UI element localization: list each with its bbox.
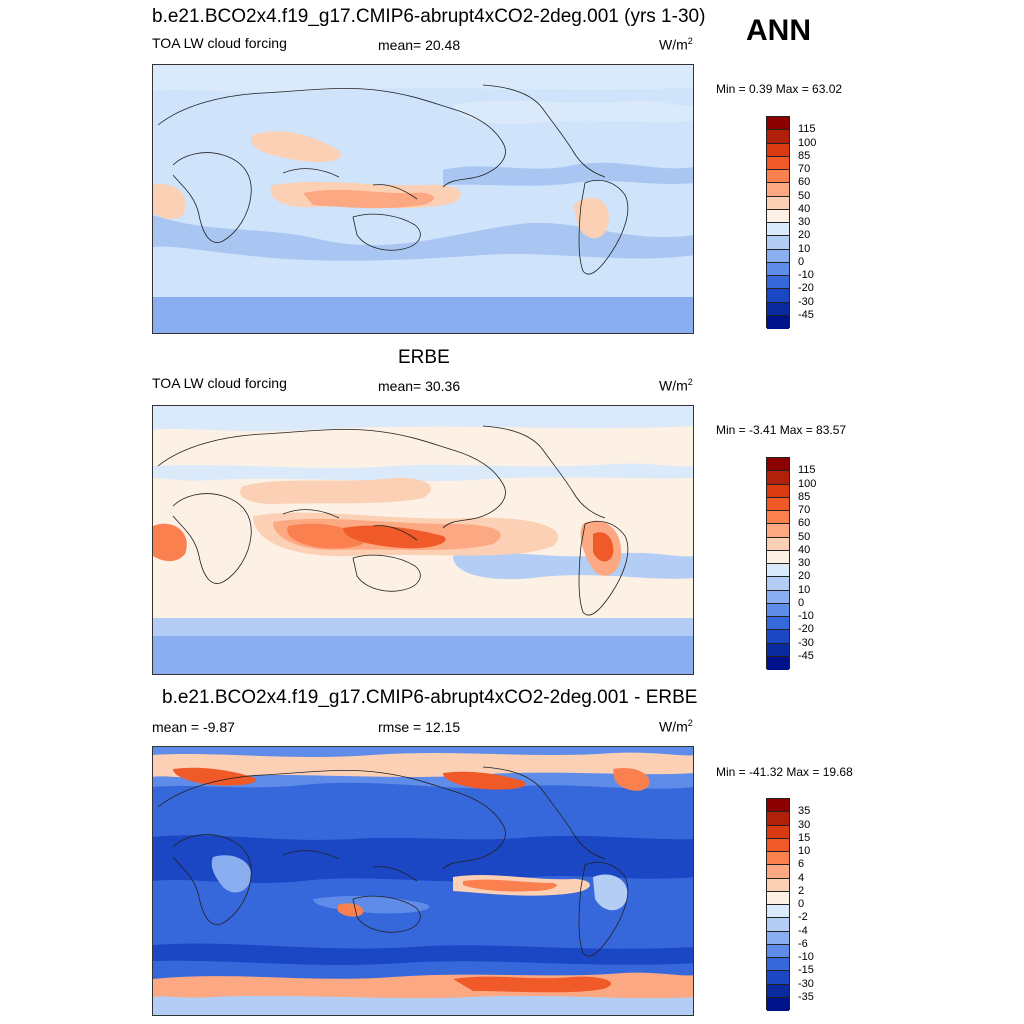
- panel-1-variable-label: TOA LW cloud forcing: [152, 35, 287, 51]
- panel-2-variable-label: TOA LW cloud forcing: [152, 375, 287, 391]
- colorbar-tick: -20: [798, 623, 814, 636]
- panel-3-units: W/m2: [659, 718, 693, 735]
- colorbar-tick: 0: [798, 596, 805, 609]
- colorbar-tick: 60: [798, 517, 811, 530]
- colorbar-tick: 50: [798, 189, 811, 202]
- panel-1-units: W/m2: [659, 36, 693, 53]
- colorbar-tick: 4: [798, 871, 805, 884]
- colorbar-tick: 100: [798, 477, 817, 490]
- panel-3-mean-label: mean = -9.87: [152, 719, 235, 735]
- colorbar-tick: -10: [798, 951, 814, 963]
- panel-3-map: [152, 746, 694, 1016]
- colorbar-tick: -10: [798, 269, 814, 281]
- colorbar-tick: -45: [798, 308, 814, 321]
- colorbar-tick: 85: [798, 149, 811, 162]
- panel-1-colorbar: [766, 116, 790, 329]
- colorbar-tick: 2: [798, 884, 805, 897]
- colorbar-tick: -30: [798, 977, 814, 990]
- colorbar-tick: 30: [798, 216, 811, 228]
- colorbar-tick: -6: [798, 937, 808, 950]
- colorbar-tick: 10: [798, 242, 811, 255]
- panel-2-colorbar: [766, 457, 790, 670]
- panel-1-title: b.e21.BCO2x4.f19_g17.CMIP6-abrupt4xCO2-2…: [152, 6, 706, 27]
- season-label: ANN: [746, 14, 811, 47]
- colorbar-tick: 0: [798, 898, 805, 910]
- colorbar-tick: 0: [798, 255, 805, 268]
- colorbar-tick: 30: [798, 818, 811, 831]
- colorbar-tick: 40: [798, 202, 811, 215]
- colorbar-tick: -45: [798, 649, 814, 662]
- panel-3-rmse-label: rmse = 12.15: [378, 719, 461, 735]
- colorbar-tick: 70: [798, 163, 811, 175]
- colorbar-tick: -2: [798, 911, 808, 924]
- colorbar-tick: 115: [798, 464, 816, 477]
- colorbar-tick: 115: [798, 123, 816, 136]
- panel-2-map: [152, 405, 694, 675]
- colorbar-tick: -30: [798, 636, 814, 649]
- colorbar-tick: 85: [798, 490, 811, 503]
- colorbar-tick: 15: [798, 831, 811, 844]
- colorbar-tick: 20: [798, 570, 811, 583]
- panel-3-colorbar: [766, 798, 790, 1011]
- colorbar-tick: 50: [798, 530, 811, 543]
- panel-2-mean-label: mean= 30.36: [378, 378, 461, 394]
- panel-1-minmax: Min = 0.39 Max = 63.02: [716, 82, 843, 96]
- colorbar-tick: -4: [798, 924, 808, 937]
- colorbar-tick: 35: [798, 805, 811, 818]
- colorbar-tick: -35: [798, 990, 814, 1003]
- colorbar-tick: 30: [798, 557, 811, 569]
- colorbar-tick: 10: [798, 845, 811, 857]
- panel-2-title: ERBE: [398, 347, 450, 368]
- colorbar-tick: 20: [798, 229, 811, 242]
- colorbar-tick: -15: [798, 964, 814, 977]
- colorbar-tick: 40: [798, 543, 811, 556]
- colorbar-tick: 100: [798, 136, 817, 149]
- panel-1-mean-label: mean= 20.48: [378, 37, 461, 53]
- panel-2-units: W/m2: [659, 377, 693, 394]
- panel-3-minmax: Min = -41.32 Max = 19.68: [716, 765, 853, 779]
- panel-1-map: [152, 64, 694, 334]
- colorbar-tick: 10: [798, 583, 811, 596]
- colorbar-tick: -10: [798, 610, 814, 622]
- colorbar-tick: 70: [798, 504, 811, 516]
- panel-3-title: b.e21.BCO2x4.f19_g17.CMIP6-abrupt4xCO2-2…: [162, 687, 698, 708]
- panel-2-minmax: Min = -3.41 Max = 83.57: [716, 423, 847, 437]
- colorbar-tick: -20: [798, 282, 814, 295]
- colorbar-tick: 6: [798, 858, 805, 871]
- colorbar-tick: 60: [798, 176, 811, 189]
- colorbar-tick: -30: [798, 295, 814, 308]
